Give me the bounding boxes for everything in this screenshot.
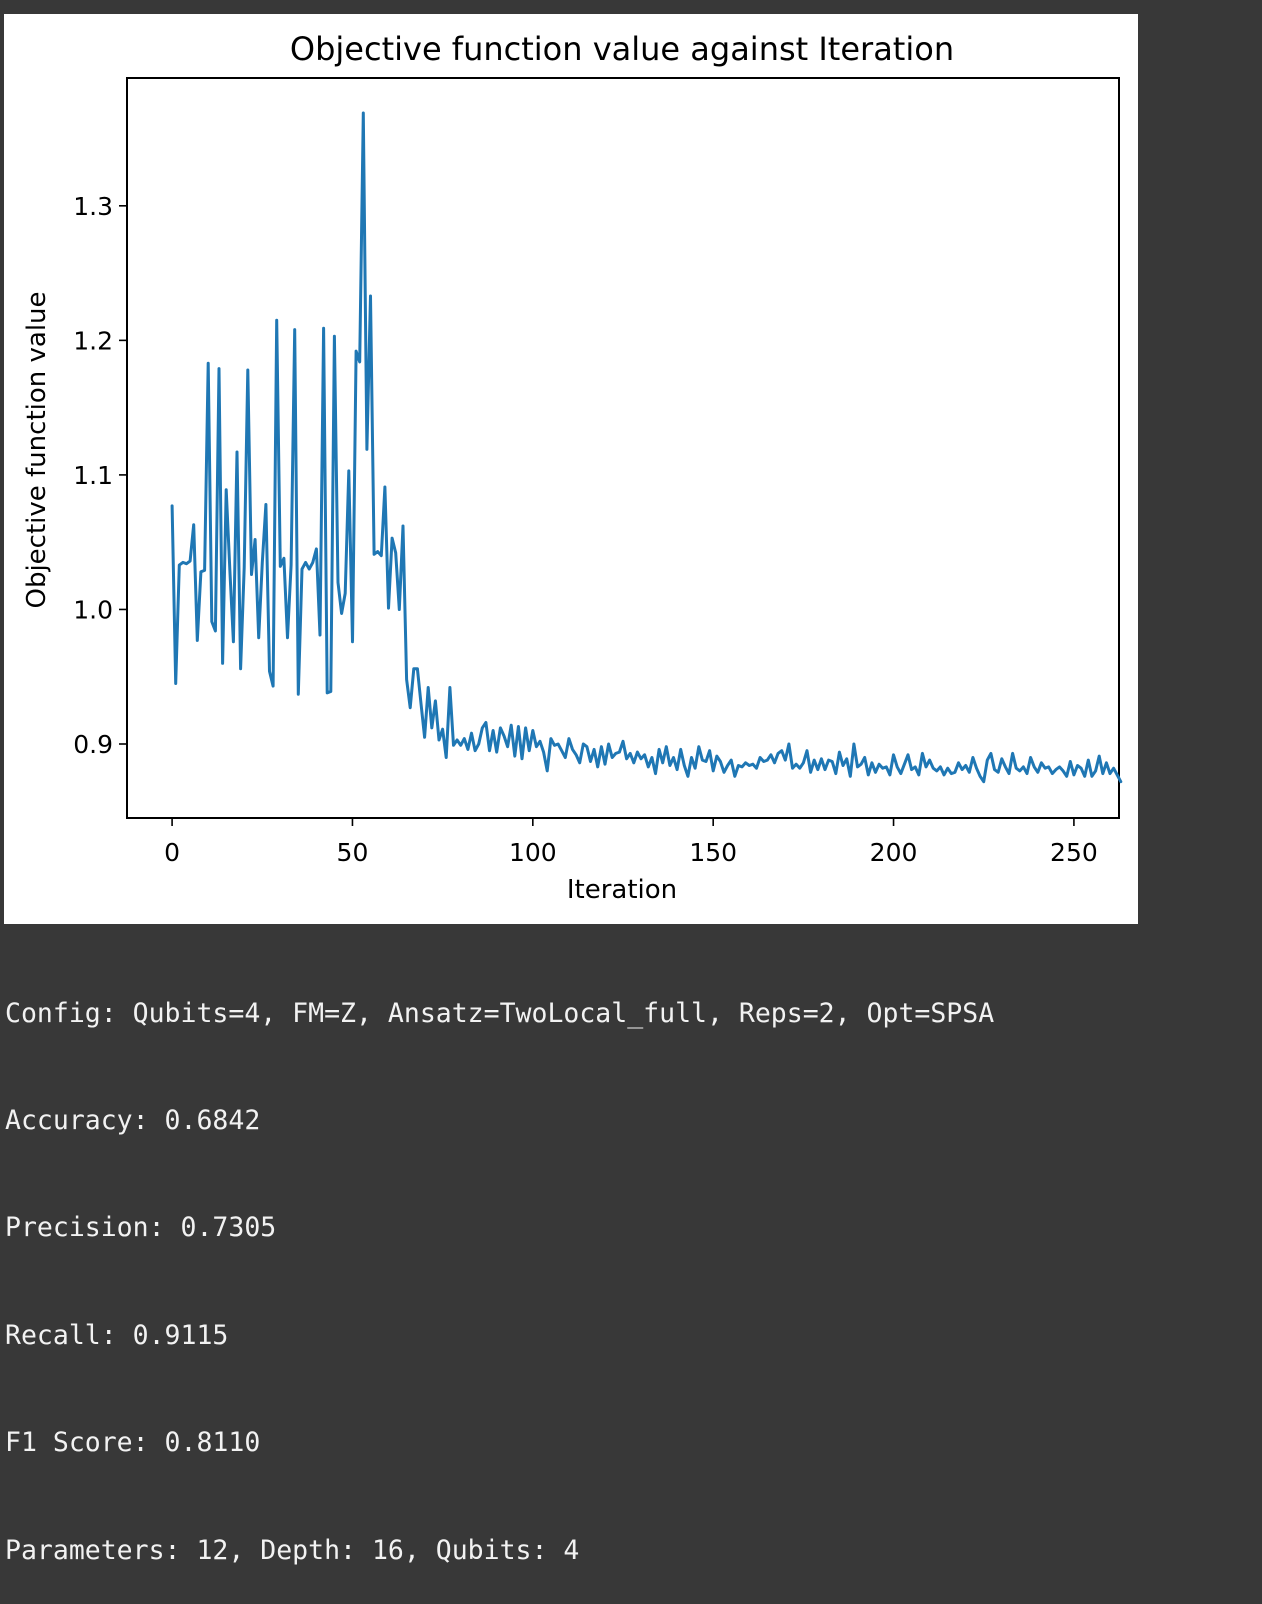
x-tick-label: 200 — [870, 838, 918, 867]
config-line: Config: Qubits=4, FM=Z, Ansatz=TwoLocal_… — [5, 997, 995, 1029]
chart-svg: Objective function value against Iterati… — [22, 30, 1123, 905]
x-axis-label: Iteration — [567, 875, 677, 905]
x-tick-label: 150 — [689, 838, 737, 867]
chart-title: Objective function value against Iterati… — [290, 30, 954, 68]
y-tick-label: 1.3 — [73, 192, 113, 221]
objective-value-line — [170, 111, 1123, 784]
y-tick-label: 1.1 — [73, 461, 113, 490]
f1-score-line: F1 Score: 0.8110 — [5, 1427, 261, 1459]
chart-figure: Objective function value against Iterati… — [4, 14, 1138, 924]
plot-area-frame — [126, 77, 1120, 819]
y-axis-label: Objective function value — [22, 291, 52, 608]
y-tick-label: 0.9 — [73, 730, 113, 759]
y-tick-label: 1.2 — [73, 326, 113, 355]
accuracy-line: Accuracy: 0.6842 — [5, 1104, 261, 1136]
recall-line: Recall: 0.9115 — [5, 1319, 229, 1351]
x-tick-label: 250 — [1050, 838, 1098, 867]
x-axis-ticks: 0 50 100 150 200 250 — [164, 818, 1098, 867]
x-tick-label: 50 — [337, 838, 369, 867]
console-output: Config: Qubits=4, FM=Z, Ansatz=TwoLocal_… — [5, 924, 994, 1604]
model-stats-line: Parameters: 12, Depth: 16, Qubits: 4 — [5, 1534, 580, 1566]
y-axis-ticks: 0.9 1.0 1.1 1.2 1.3 — [73, 192, 127, 759]
x-tick-label: 0 — [164, 838, 180, 867]
x-tick-label: 100 — [509, 838, 557, 867]
precision-line: Precision: 0.7305 — [5, 1212, 277, 1244]
y-tick-label: 1.0 — [73, 595, 113, 624]
